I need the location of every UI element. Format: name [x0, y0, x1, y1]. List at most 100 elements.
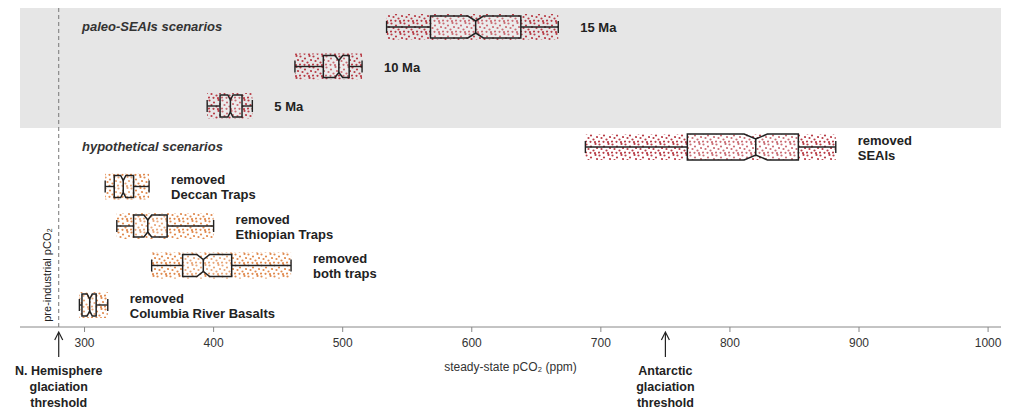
point-cloud	[105, 174, 149, 200]
text-line: 10 Ma	[384, 60, 421, 75]
median	[755, 139, 757, 155]
whisker	[798, 146, 835, 147]
whisker-cap	[294, 61, 295, 73]
x-tick-label: 1000	[975, 336, 1002, 350]
point-cloud	[295, 54, 362, 80]
point-cloud	[79, 292, 107, 318]
text-line: N. Hemisphere	[15, 364, 103, 378]
reference-label: pre-industrial pCO₂	[41, 228, 53, 322]
whisker	[105, 186, 114, 187]
x-tick	[729, 327, 730, 332]
series-label: removedDeccan Traps	[171, 172, 256, 202]
group-band	[20, 8, 1001, 128]
reference-line	[58, 8, 59, 327]
whisker-cap	[148, 181, 149, 193]
x-tick-label: 300	[75, 336, 95, 350]
median	[203, 260, 205, 272]
threshold-label: N. Hemisphere glaciation threshold	[15, 364, 103, 410]
x-tick-label: 700	[591, 336, 611, 350]
whisker-cap	[558, 21, 559, 33]
whisker	[349, 66, 362, 67]
whisker-cap	[107, 299, 108, 311]
whisker-cap	[116, 220, 117, 232]
box	[430, 16, 520, 38]
whisker	[167, 225, 213, 226]
threshold-arrow	[665, 333, 666, 357]
text-line: glaciation	[30, 380, 88, 394]
whisker	[96, 304, 108, 305]
x-tick	[213, 327, 214, 332]
box	[134, 215, 168, 237]
whisker-cap	[213, 220, 214, 232]
series-label: 15 Ma	[580, 20, 617, 35]
text-line: Deccan Traps	[171, 187, 256, 202]
text-line: removed	[171, 172, 225, 187]
text-line: 15 Ma	[580, 20, 617, 35]
point-cloud	[207, 93, 252, 119]
box	[183, 255, 232, 277]
whisker	[232, 265, 291, 266]
median	[123, 181, 125, 193]
text-line: both traps	[313, 266, 377, 281]
point-cloud	[387, 14, 559, 40]
box	[82, 294, 96, 316]
whisker-cap	[252, 100, 253, 112]
x-tick	[859, 327, 860, 332]
x-tick	[471, 327, 472, 332]
box	[114, 176, 133, 198]
text-line: glaciation	[636, 380, 694, 394]
whisker	[585, 146, 687, 147]
whisker	[134, 186, 149, 187]
x-tick	[988, 327, 989, 332]
box	[323, 56, 349, 78]
x-axis	[20, 327, 1001, 328]
text-line: removed	[858, 133, 912, 148]
x-tick-label: 600	[462, 336, 482, 350]
whisker-cap	[361, 61, 362, 73]
text-line: removed	[313, 251, 367, 266]
median	[230, 100, 232, 112]
whisker	[117, 225, 134, 226]
whisker-cap	[104, 181, 105, 193]
whisker-cap	[206, 100, 207, 112]
median	[338, 61, 340, 73]
text-line: removed	[130, 291, 184, 306]
box	[687, 134, 798, 160]
whisker-cap	[79, 299, 80, 311]
series-label: removedEthiopian Traps	[236, 212, 334, 242]
text-line: threshold	[30, 396, 87, 410]
median	[89, 299, 91, 311]
whisker-cap	[585, 141, 586, 153]
whisker-cap	[386, 21, 387, 33]
series-label: removedboth traps	[313, 251, 377, 281]
whisker	[387, 26, 431, 27]
point-cloud	[117, 213, 214, 239]
plot-area	[79, 14, 835, 318]
threshold-label: Antarcticglaciationthreshold	[636, 364, 694, 410]
box	[220, 95, 242, 117]
chart: pre-industrial pCO₂ paleo-SEAIs scenarios…	[0, 0, 1024, 419]
text-line: Ethiopian Traps	[236, 227, 334, 242]
x-tick-label: 400	[204, 336, 224, 350]
group-label: hypothetical scenarios	[82, 139, 223, 154]
whisker-cap	[290, 260, 291, 272]
whisker	[207, 105, 220, 106]
x-axis-label: steady-state pCO₂ (ppm)	[444, 360, 577, 374]
x-tick	[342, 327, 343, 332]
text-line: Antarctic	[638, 364, 692, 378]
text-line: Columbia River Basalts	[130, 306, 275, 321]
arrow-head	[661, 332, 669, 340]
series-label: 5 Ma	[274, 99, 304, 114]
whisker	[295, 66, 323, 67]
whisker-cap	[835, 141, 836, 153]
text-line: SEAIs	[858, 148, 896, 163]
x-tick	[84, 327, 85, 332]
whisker	[152, 265, 183, 266]
text-line: 5 Ma	[274, 99, 304, 114]
text-line: removed	[236, 212, 290, 227]
whisker-cap	[151, 260, 152, 272]
group-label: paleo-SEAIs scenarios	[81, 19, 222, 34]
whisker	[521, 26, 558, 27]
point-cloud	[585, 134, 835, 160]
median	[475, 21, 477, 33]
